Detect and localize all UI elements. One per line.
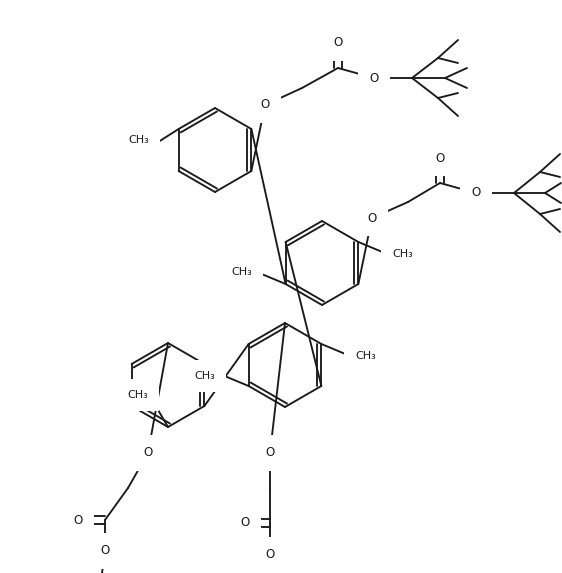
- Text: O: O: [472, 186, 481, 199]
- Text: CH₃: CH₃: [231, 267, 252, 277]
- Text: O: O: [368, 211, 377, 225]
- Text: CH₃: CH₃: [127, 390, 148, 400]
- Text: O: O: [333, 37, 343, 49]
- Text: O: O: [265, 548, 275, 562]
- Text: CH₃: CH₃: [128, 135, 148, 145]
- Text: O: O: [241, 516, 250, 529]
- Text: CH₃: CH₃: [194, 371, 215, 381]
- Text: CH₃: CH₃: [355, 351, 376, 361]
- Text: O: O: [143, 446, 153, 460]
- Text: O: O: [74, 513, 83, 527]
- Text: CH₃: CH₃: [392, 249, 413, 259]
- Text: O: O: [101, 544, 110, 558]
- Text: O: O: [265, 446, 275, 460]
- Text: O: O: [260, 99, 270, 112]
- Text: O: O: [436, 151, 445, 164]
- Text: O: O: [369, 72, 379, 84]
